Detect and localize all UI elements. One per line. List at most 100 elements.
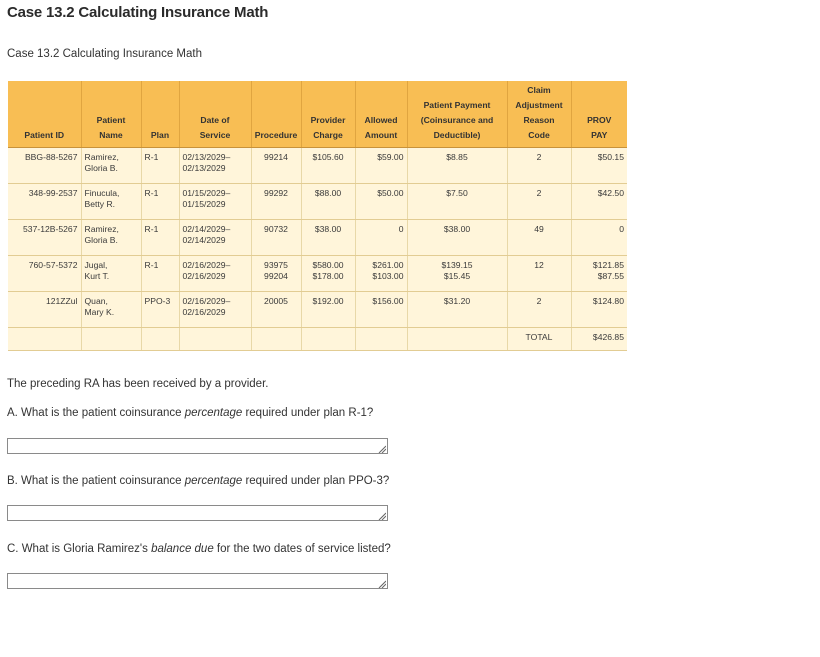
cell-procedure: 99214 [250, 147, 301, 184]
question-c-pre: C. What is Gloria Ramirez's [7, 543, 152, 555]
header-prov-pay: PROV PAY [570, 81, 627, 148]
resize-grip-icon[interactable] [378, 580, 386, 588]
resize-grip-icon[interactable] [378, 512, 386, 520]
cell-allowed: $261.00 $103.00 [354, 255, 407, 292]
cell-reason-code: 49 [506, 219, 571, 256]
cell-line: 93975 [264, 260, 288, 270]
header-plan: Plan [140, 81, 179, 148]
header-line: Reason [523, 115, 555, 125]
page-title: Case 13.2 Calculating Insurance Math [7, 4, 269, 21]
question-intro: The preceding RA has been received by a … [7, 378, 269, 390]
header-line: Deductible) [433, 130, 481, 140]
cell-line: 02/14/2029 [182, 235, 226, 245]
cell-line: Quan, [84, 296, 108, 306]
cell-line: Ramirez, [84, 152, 119, 162]
question-b-pre: B. What is the patient coinsurance [7, 475, 185, 487]
answer-c-input[interactable] [7, 573, 388, 589]
cell-line: Kurt T. [84, 271, 110, 281]
question-b-text: B. What is the patient coinsurance perce… [7, 475, 389, 487]
cell-line: $192.00 [312, 296, 344, 306]
cell-allowed: $156.00 [354, 291, 407, 328]
cell-line: 02/13/2029– [182, 152, 231, 162]
cell-patient-id: 348-99-2537 [8, 183, 81, 220]
cell-line: Gloria B. [84, 163, 118, 173]
header-line: Claim [527, 85, 551, 95]
cell-line: 99204 [264, 271, 288, 281]
total-label: TOTAL [506, 327, 571, 351]
table-row: 121ZZul Quan, Mary K. PPO-3 02/16/2029– 02/16… [8, 291, 627, 328]
header-line: Allowed [364, 115, 398, 125]
cell-prov-pay: $124.80 [570, 291, 627, 328]
header-line: Charge [313, 130, 343, 140]
remittance-advice-table: Patient ID Patient Name Plan Date of Service P… [8, 81, 627, 351]
table-row: 760-57-5372 Jugal, Kurt T. R-1 02/16/2029– 02… [8, 255, 627, 292]
cell-line: 0 [398, 224, 404, 234]
question-a-pre: A. What is the patient coinsurance [7, 407, 185, 419]
question-a-emphasis: percentage [184, 407, 243, 419]
header-date-of-service: Date of Service [178, 81, 251, 148]
cell-line: Betty R. [84, 199, 116, 209]
cell-name: Ramirez, Gloria B. [80, 147, 141, 184]
cell-procedure: 93975 99204 [250, 255, 301, 292]
resize-grip-icon[interactable] [378, 445, 386, 453]
cell-plan: R-1 [140, 183, 179, 220]
header-line: Patient [96, 115, 126, 125]
cell-line: $8.85 [446, 152, 468, 162]
remittance-advice-table-wrapper: Patient ID Patient Name Plan Date of Service P… [8, 81, 627, 351]
answer-a-input[interactable] [7, 438, 388, 454]
table-total-row: TOTAL $426.85 [8, 327, 627, 351]
cell-patient-payment: $8.85 [406, 147, 507, 184]
cell-patient-id: 537-12B-5267 [8, 219, 81, 256]
question-c-post: for the two dates of service listed? [213, 543, 391, 555]
case-subtitle: Case 13.2 Calculating Insurance Math [7, 48, 202, 60]
cell-line: 02/13/2029 [182, 163, 226, 173]
table-row: 348-99-2537 Finucula, Betty R. R-1 01/15/202… [8, 183, 627, 220]
empty-cell [8, 327, 81, 351]
cell-line: $42.50 [597, 188, 624, 198]
cell-plan: PPO-3 [140, 291, 179, 328]
cell-line: 02/16/2029– [182, 260, 231, 270]
cell-line: $178.00 [312, 271, 344, 281]
cell-charge: $105.60 [300, 147, 355, 184]
cell-dos: 02/13/2029– 02/13/2029 [178, 147, 251, 184]
cell-charge: $192.00 [300, 291, 355, 328]
cell-line: $15.45 [443, 271, 471, 281]
cell-line: 01/15/2029 [182, 199, 226, 209]
empty-cell [406, 327, 507, 351]
header-line: Plan [150, 130, 170, 140]
cell-name: Ramirez, Gloria B. [80, 219, 141, 256]
cell-line: $31.20 [443, 296, 471, 306]
table-row: 537-12B-5267 Ramirez, Gloria B. R-1 02/14/20… [8, 219, 627, 256]
cell-line: $87.55 [597, 271, 624, 281]
cell-name: Finucula, Betty R. [80, 183, 141, 220]
cell-line: $156.00 [372, 296, 404, 306]
header-line: (Coinsurance and [420, 115, 494, 125]
answer-b-input[interactable] [7, 505, 388, 521]
cell-reason-code: 2 [506, 183, 571, 220]
cell-line: 99214 [264, 152, 288, 162]
cell-patient-id: 121ZZul [8, 291, 81, 328]
empty-cell [300, 327, 355, 351]
cell-line: Mary K. [84, 307, 115, 317]
empty-cell [354, 327, 407, 351]
cell-reason-code: 2 [506, 291, 571, 328]
question-b-post: required under plan PPO-3? [242, 475, 390, 487]
header-line: Provider [310, 115, 346, 125]
cell-patient-payment: $7.50 [406, 183, 507, 220]
cell-line: 20005 [264, 296, 288, 306]
cell-line: $7.50 [446, 188, 468, 198]
cell-line: $105.60 [312, 152, 344, 162]
header-allowed-amount: Allowed Amount [354, 81, 407, 148]
header-line: Name [99, 130, 123, 140]
cell-procedure: 99292 [250, 183, 301, 220]
cell-line: 90732 [264, 224, 288, 234]
question-a-post: required under plan R-1? [242, 407, 374, 419]
empty-cell [178, 327, 251, 351]
cell-plan: R-1 [140, 147, 179, 184]
cell-reason-code: 2 [506, 147, 571, 184]
empty-cell [80, 327, 141, 351]
header-line: Patient ID [24, 130, 65, 140]
cell-line: $580.00 [312, 260, 344, 270]
cell-charge: $580.00 $178.00 [300, 255, 355, 292]
cell-line: Gloria B. [84, 235, 118, 245]
